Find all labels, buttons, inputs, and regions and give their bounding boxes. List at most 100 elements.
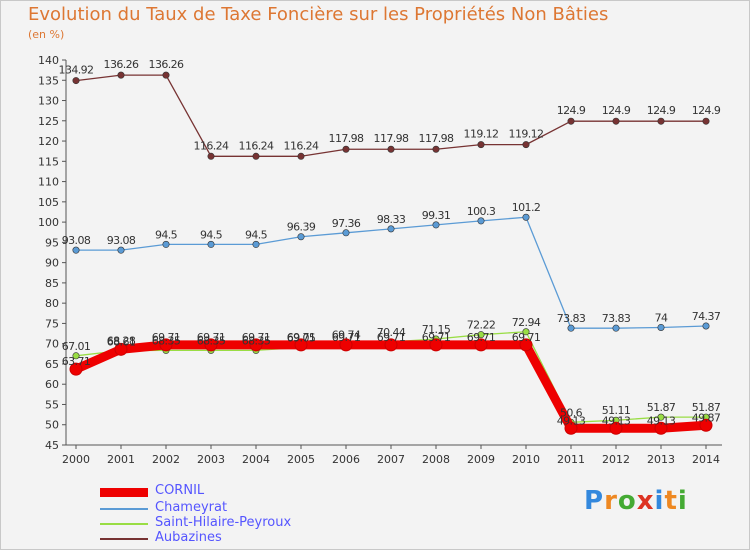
y-tick-label: 70 bbox=[45, 338, 59, 351]
y-tick-label: 90 bbox=[45, 257, 59, 270]
y-tick-label: 135 bbox=[38, 74, 59, 87]
data-label-aubazines: 117.98 bbox=[329, 132, 364, 145]
data-point-chameyrat bbox=[117, 246, 125, 254]
data-label-chameyrat: 96.39 bbox=[287, 221, 316, 234]
data-label-saint-hilaire-peyroux: 69.05 bbox=[287, 332, 316, 345]
data-label-chameyrat: 97.36 bbox=[332, 217, 361, 230]
chart-unit-label: (en %) bbox=[28, 28, 65, 41]
data-point-cornil bbox=[609, 421, 623, 435]
data-label-chameyrat: 73.83 bbox=[602, 312, 631, 325]
data-point-aubazines bbox=[702, 117, 710, 125]
data-label-saint-hilaire-peyroux: 51.11 bbox=[602, 404, 631, 417]
y-tick-label: 120 bbox=[38, 135, 59, 148]
logo-letter: i bbox=[677, 486, 688, 516]
legend-label-chameyrat: Chameyrat bbox=[155, 500, 228, 515]
x-tick-label: 2010 bbox=[512, 453, 540, 466]
y-tick-label: 65 bbox=[45, 358, 59, 371]
legend-swatch-aubazines bbox=[100, 538, 148, 540]
data-point-cornil bbox=[69, 362, 83, 376]
data-point-aubazines bbox=[522, 141, 530, 149]
y-tick-label: 115 bbox=[38, 155, 59, 168]
logo-letter: r bbox=[604, 486, 618, 516]
data-label-cornil: 69.71 bbox=[377, 331, 406, 344]
data-point-cornil bbox=[429, 338, 443, 352]
x-tick-label: 2013 bbox=[647, 453, 675, 466]
data-label-chameyrat: 94.5 bbox=[245, 228, 268, 241]
data-label-aubazines: 117.98 bbox=[419, 132, 454, 145]
data-point-chameyrat bbox=[72, 246, 80, 254]
data-point-chameyrat bbox=[342, 229, 350, 237]
data-label-saint-hilaire-peyroux: 68.35 bbox=[152, 334, 181, 347]
y-tick-label: 110 bbox=[38, 176, 59, 189]
data-label-cornil: 49.87 bbox=[692, 411, 721, 424]
data-label-saint-hilaire-peyroux: 71.15 bbox=[422, 323, 451, 336]
data-label-saint-hilaire-peyroux: 67.01 bbox=[62, 340, 91, 353]
legend-label-saint-hilaire-peyroux: Saint-Hilaire-Peyroux bbox=[155, 515, 292, 530]
y-tick-label: 50 bbox=[45, 419, 59, 432]
data-label-saint-hilaire-peyroux: 70.44 bbox=[377, 326, 406, 339]
data-label-aubazines: 119.12 bbox=[464, 128, 499, 141]
data-label-aubazines: 134.92 bbox=[59, 64, 94, 77]
data-label-aubazines: 116.24 bbox=[284, 139, 319, 152]
y-tick-label: 125 bbox=[38, 115, 59, 128]
logo-letter: x bbox=[636, 486, 655, 516]
y-tick-label: 45 bbox=[45, 439, 59, 452]
data-label-saint-hilaire-peyroux: 50.6 bbox=[560, 406, 583, 419]
data-label-cornil: 69.71 bbox=[197, 331, 226, 344]
data-label-aubazines: 136.26 bbox=[149, 58, 184, 71]
data-label-cornil: 49.13 bbox=[602, 414, 631, 427]
data-label-aubazines: 136.26 bbox=[104, 58, 139, 71]
data-point-cornil bbox=[654, 421, 668, 435]
data-point-chameyrat bbox=[297, 233, 305, 241]
y-tick-label: 105 bbox=[38, 196, 59, 209]
data-point-aubazines bbox=[207, 152, 215, 160]
data-label-chameyrat: 93.08 bbox=[107, 234, 136, 247]
data-point-cornil bbox=[159, 338, 173, 352]
data-point-chameyrat bbox=[162, 240, 170, 248]
data-point-chameyrat bbox=[387, 225, 395, 233]
x-tick-label: 2012 bbox=[602, 453, 630, 466]
data-point-aubazines bbox=[72, 77, 80, 85]
data-point-chameyrat bbox=[567, 324, 575, 332]
data-point-cornil bbox=[204, 338, 218, 352]
data-label-saint-hilaire-peyroux: 51.87 bbox=[647, 401, 676, 414]
legend-label-aubazines: Aubazines bbox=[155, 530, 222, 545]
x-tick-label: 2002 bbox=[152, 453, 180, 466]
data-label-chameyrat: 98.33 bbox=[377, 213, 406, 226]
data-point-aubazines bbox=[297, 152, 305, 160]
data-point-cornil bbox=[294, 338, 308, 352]
data-label-aubazines: 124.9 bbox=[557, 104, 586, 117]
data-label-chameyrat: 94.5 bbox=[155, 228, 178, 241]
data-point-chameyrat bbox=[432, 221, 440, 229]
x-tick-label: 2008 bbox=[422, 453, 450, 466]
data-point-cornil bbox=[339, 338, 353, 352]
legend-swatch-saint-hilaire-peyroux bbox=[100, 523, 148, 525]
data-label-aubazines: 119.12 bbox=[509, 128, 544, 141]
data-label-chameyrat: 100.3 bbox=[467, 205, 496, 218]
data-label-saint-hilaire-peyroux: 68.35 bbox=[242, 334, 271, 347]
x-tick-label: 2006 bbox=[332, 453, 360, 466]
data-label-chameyrat: 73.83 bbox=[557, 312, 586, 325]
data-point-aubazines bbox=[342, 145, 350, 153]
data-label-saint-hilaire-peyroux: 72.94 bbox=[512, 316, 541, 329]
chart-title: Evolution du Taux de Taxe Foncière sur l… bbox=[28, 4, 609, 25]
data-point-chameyrat bbox=[522, 213, 530, 221]
y-tick-label: 80 bbox=[45, 297, 59, 310]
data-point-chameyrat bbox=[657, 323, 665, 331]
data-point-chameyrat bbox=[612, 324, 620, 332]
data-point-aubazines bbox=[657, 117, 665, 125]
data-point-aubazines bbox=[162, 71, 170, 79]
data-label-saint-hilaire-peyroux: 68.35 bbox=[197, 334, 226, 347]
data-label-cornil: 69.71 bbox=[512, 331, 541, 344]
data-point-cornil bbox=[384, 338, 398, 352]
y-tick-label: 85 bbox=[45, 277, 59, 290]
data-label-chameyrat: 94.5 bbox=[200, 228, 223, 241]
data-point-chameyrat bbox=[252, 240, 260, 248]
data-label-aubazines: 124.9 bbox=[602, 104, 631, 117]
data-point-aubazines bbox=[432, 145, 440, 153]
data-label-cornil: 69.71 bbox=[467, 331, 496, 344]
data-point-cornil bbox=[474, 338, 488, 352]
data-point-cornil bbox=[564, 421, 578, 435]
data-point-chameyrat bbox=[477, 217, 485, 225]
